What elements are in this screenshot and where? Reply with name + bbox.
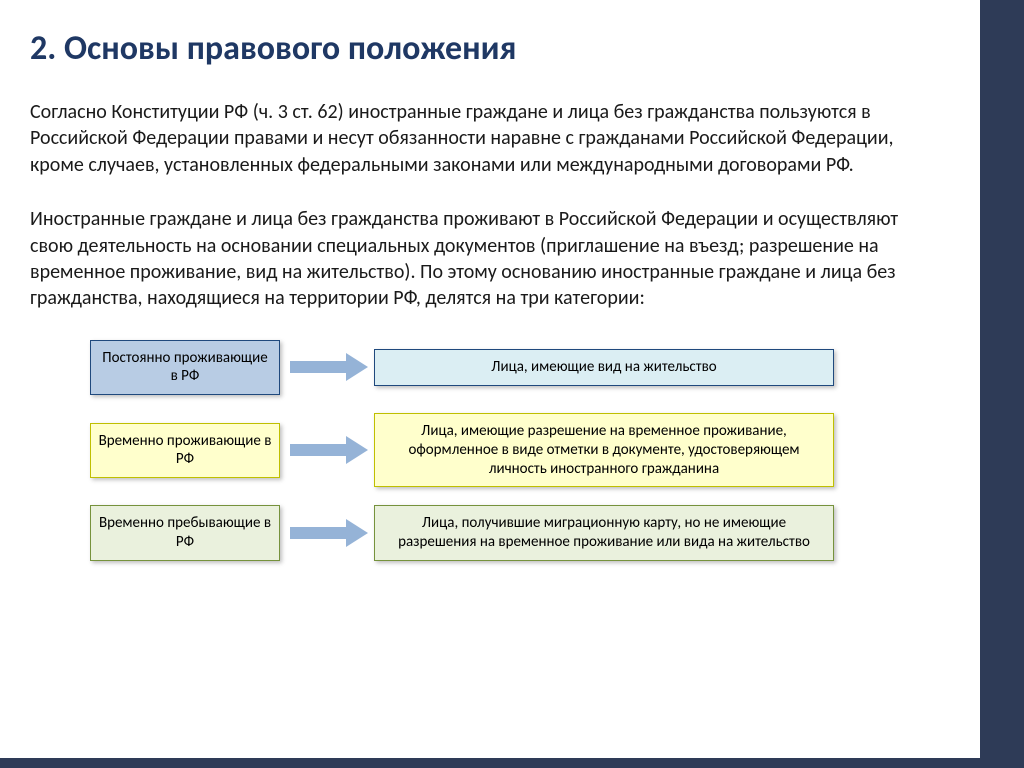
- paragraph-1: Согласно Конституции РФ (ч. 3 ст. 62) ин…: [30, 99, 914, 178]
- category-right-box: Лица, получившие миграционную карту, но …: [374, 505, 834, 561]
- category-left-box: Временно проживающие в РФ: [90, 423, 280, 479]
- category-row: Временно пребывающие в РФ Лица, получивш…: [90, 505, 914, 561]
- category-right-box: Лица, имеющие разрешение на временное пр…: [374, 413, 834, 487]
- paragraph-2: Иностранные граждане и лица без гражданс…: [30, 206, 914, 312]
- arrow-icon: [290, 519, 370, 547]
- category-left-box: Постоянно проживающие в РФ: [90, 340, 280, 396]
- category-row: Временно проживающие в РФ Лица, имеющие …: [90, 413, 914, 487]
- category-row: Постоянно проживающие в РФ Лица, имеющие…: [90, 340, 914, 396]
- category-left-box: Временно пребывающие в РФ: [90, 505, 280, 561]
- category-right-box: Лица, имеющие вид на жительство: [374, 349, 834, 386]
- right-decor-bar: [980, 0, 1024, 768]
- slide-title: 2. Основы правового положения: [30, 28, 914, 69]
- arrow-icon: [290, 436, 370, 464]
- bottom-decor-bar: [0, 758, 1024, 768]
- arrow-icon: [290, 353, 370, 381]
- category-rows: Постоянно проживающие в РФ Лица, имеющие…: [90, 340, 914, 561]
